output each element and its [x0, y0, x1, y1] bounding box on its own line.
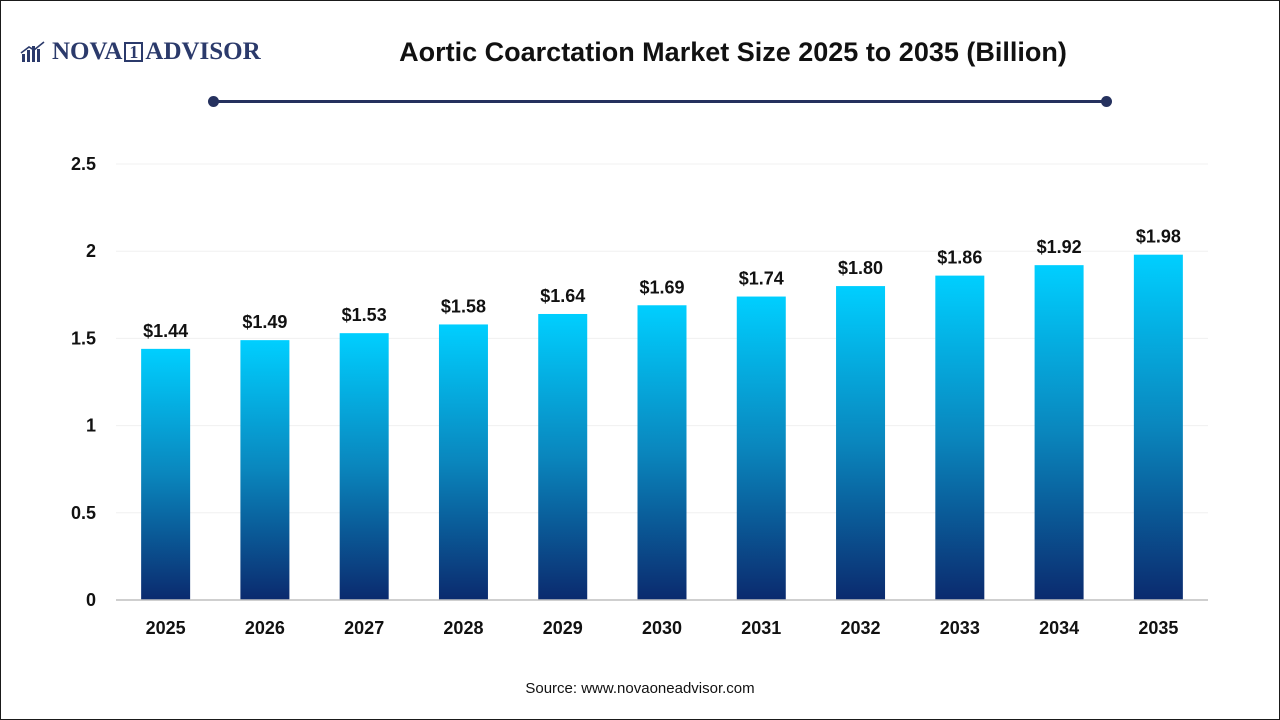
bars — [141, 254, 1183, 601]
y-tick-label: 0.5 — [71, 503, 96, 523]
logo-wordmark: NOVA 1 ADVISOR — [52, 38, 261, 66]
bar — [141, 348, 191, 600]
x-tick-label: 2031 — [741, 618, 781, 638]
y-tick-label: 0 — [86, 590, 96, 610]
bar — [1133, 254, 1183, 601]
bar-value-label: $1.69 — [639, 277, 684, 297]
y-tick-label: 1 — [86, 416, 96, 436]
bar-value-label: $1.80 — [838, 258, 883, 278]
bar — [836, 286, 886, 600]
x-axis: 2025 2026 2027 2028 2029 2030 2031 2032 2033 2034… — [116, 599, 1208, 638]
y-tick-label: 2.5 — [71, 154, 96, 174]
title-underline-left-dot — [208, 96, 219, 107]
title-underline — [213, 100, 1106, 103]
bar-value-label: $1.44 — [143, 321, 188, 341]
logo-text-left: NOVA — [52, 38, 123, 65]
bar-value-label: $1.49 — [242, 312, 287, 332]
bar — [339, 333, 389, 600]
y-axis: 0 0.5 1 1.5 2 2.5 — [71, 154, 96, 610]
bar-value-label: $1.92 — [1037, 237, 1082, 257]
logo-text-box: 1 — [124, 42, 144, 62]
x-tick-label: 2028 — [443, 618, 483, 638]
bar-value-label: $1.98 — [1136, 227, 1181, 247]
x-tick-label: 2032 — [841, 618, 881, 638]
bar — [1034, 265, 1084, 600]
title-underline-right-dot — [1101, 96, 1112, 107]
data-labels: $1.44 $1.49 $1.53 $1.58 $1.64 $1.69 $1.74 $1.80… — [143, 227, 1181, 341]
x-tick-label: 2033 — [940, 618, 980, 638]
source-note: Source: www.novaoneadvisor.com — [525, 680, 755, 697]
x-tick-label: 2027 — [344, 618, 384, 638]
x-tick-label: 2035 — [1138, 618, 1178, 638]
bar — [736, 296, 786, 600]
bar — [538, 313, 588, 600]
y-tick-label: 1.5 — [71, 328, 96, 348]
bar-value-label: $1.86 — [937, 248, 982, 268]
bar-value-label: $1.74 — [739, 269, 784, 289]
bar — [637, 305, 687, 600]
bar — [935, 275, 985, 600]
chart-title: Aortic Coarctation Market Size 2025 to 2… — [399, 37, 1067, 67]
bar-chart-logo-icon — [20, 41, 45, 62]
brand-logo: NOVA 1 ADVISOR — [20, 38, 261, 66]
logo-text-right: ADVISOR — [145, 38, 261, 65]
y-tick-label: 2 — [86, 241, 96, 261]
x-tick-label: 2029 — [543, 618, 583, 638]
bar-value-label: $1.58 — [441, 296, 486, 316]
bar — [240, 340, 290, 600]
bar-value-label: $1.64 — [540, 286, 585, 306]
x-tick-label: 2034 — [1039, 618, 1079, 638]
x-tick-label: 2025 — [146, 618, 186, 638]
bar — [438, 324, 488, 600]
x-tick-label: 2030 — [642, 618, 682, 638]
x-tick-label: 2026 — [245, 618, 285, 638]
bar-value-label: $1.53 — [342, 305, 387, 325]
